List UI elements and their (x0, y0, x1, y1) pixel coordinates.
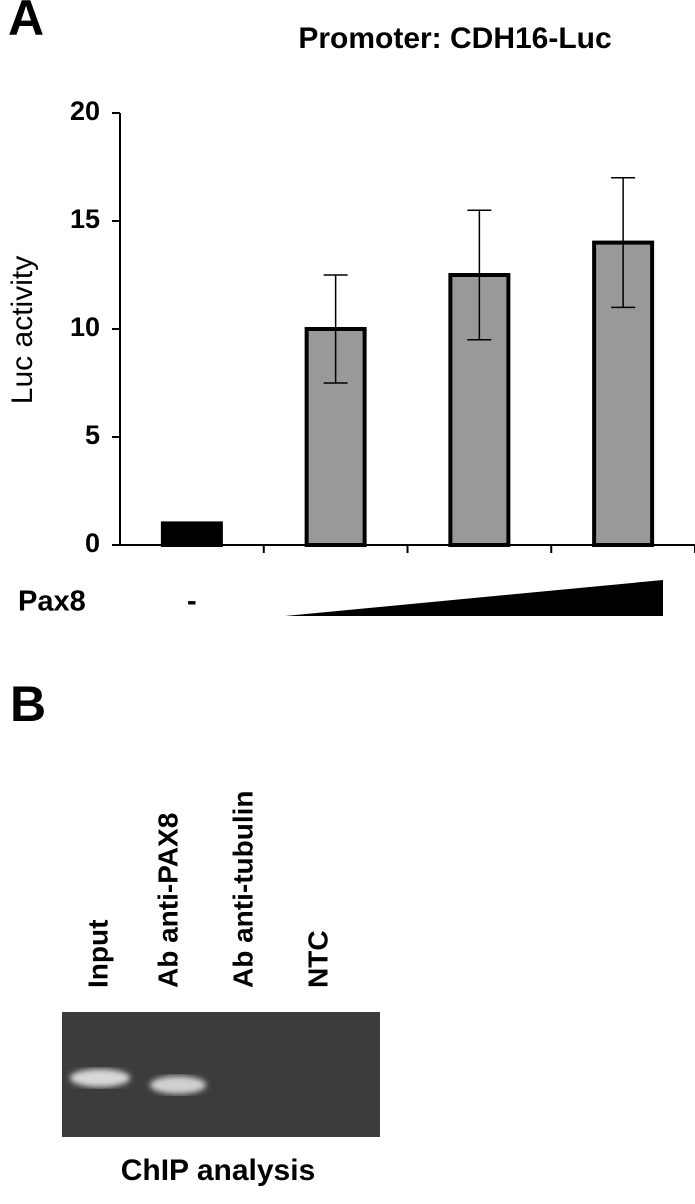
y-axis-label: Luc activity (6, 256, 39, 404)
lane-label: NTC (302, 930, 333, 988)
gel-band (150, 1076, 206, 1094)
bar (160, 521, 223, 548)
panel-label: B (10, 676, 46, 732)
plot: 0 5 10 15 20 - (70, 96, 695, 618)
y-tick-label: 10 (70, 312, 100, 342)
bar (592, 240, 655, 547)
lane-label: Input (82, 920, 113, 988)
gel-band (70, 1069, 130, 1087)
lane-label: Ab anti-PAX8 (152, 813, 183, 988)
x-tick-label: - (187, 586, 197, 618)
panel-label: A (8, 0, 44, 46)
y-tick-label: 20 (70, 96, 100, 126)
y-tick-label: 0 (85, 528, 100, 558)
y-tick-label: 5 (85, 420, 100, 450)
lane-labels: Input Ab anti-PAX8 Ab anti-tubulin NTC (82, 790, 333, 988)
lane-label: Ab anti-tubulin (227, 790, 258, 988)
chart-title: Promoter: CDH16-Luc (298, 22, 611, 55)
y-tick-label: 15 (70, 204, 100, 234)
dose-wedge (285, 580, 663, 616)
gel-caption: ChIP analysis (121, 1154, 316, 1187)
x-axis-label: Pax8 (18, 586, 86, 618)
